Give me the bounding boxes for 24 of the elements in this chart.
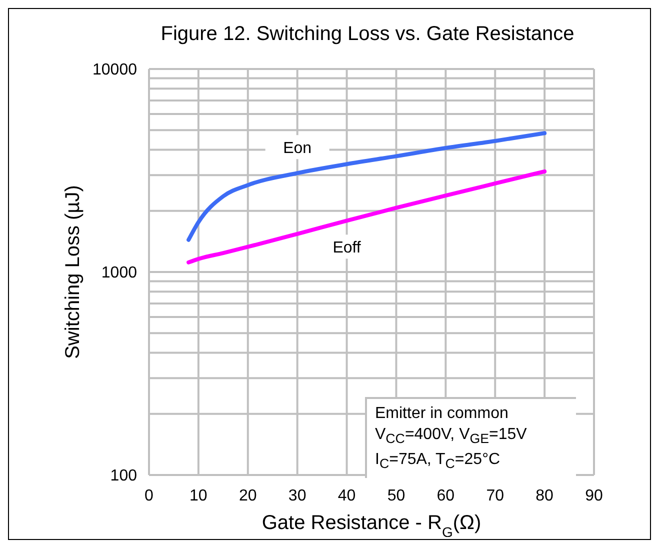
x-tick-label: 0 — [144, 487, 154, 504]
annotation: I$_{C}$=75A, T$_{C}$=25°C — [375, 450, 502, 474]
annotation: Emitter in common — [375, 404, 510, 424]
x-tick-label: 60 — [436, 487, 455, 504]
line-series — [186, 169, 547, 264]
x-axis-title: Gate Resistance - R$_{G}$(Ω) — [262, 512, 482, 540]
line-series — [186, 131, 547, 242]
note-box: Emitter in common V$_{CC}$=400V, V$_{GE}$=15V I$_{C}$=75A, T$_{C}$=25°C — [365, 397, 576, 478]
x-tick-label: 40 — [338, 487, 356, 504]
y-tick-label: 10000 — [92, 62, 138, 79]
x-tick-label: 20 — [238, 487, 257, 504]
x-tick-label: 70 — [486, 487, 504, 504]
y-tick-label: 1000 — [101, 264, 138, 282]
x-tick-label: 30 — [288, 487, 306, 504]
series-label: Eon — [283, 140, 312, 158]
annotation: V$_{CC}$=400V, V$_{GE}$=15V — [375, 425, 528, 448]
x-tick-label: 50 — [387, 487, 406, 504]
series-label: Eoff — [332, 240, 362, 257]
y-axis-title: Switching Loss (µJ) — [62, 185, 84, 359]
x-tick-label: 10 — [190, 487, 208, 504]
y-tick-label: 100 — [110, 468, 138, 485]
chart-title: Figure 12. Switching Loss vs. Gate Resistance — [160, 22, 576, 47]
x-tick-label: 80 — [536, 487, 554, 504]
x-tick-label: 90 — [585, 487, 603, 504]
